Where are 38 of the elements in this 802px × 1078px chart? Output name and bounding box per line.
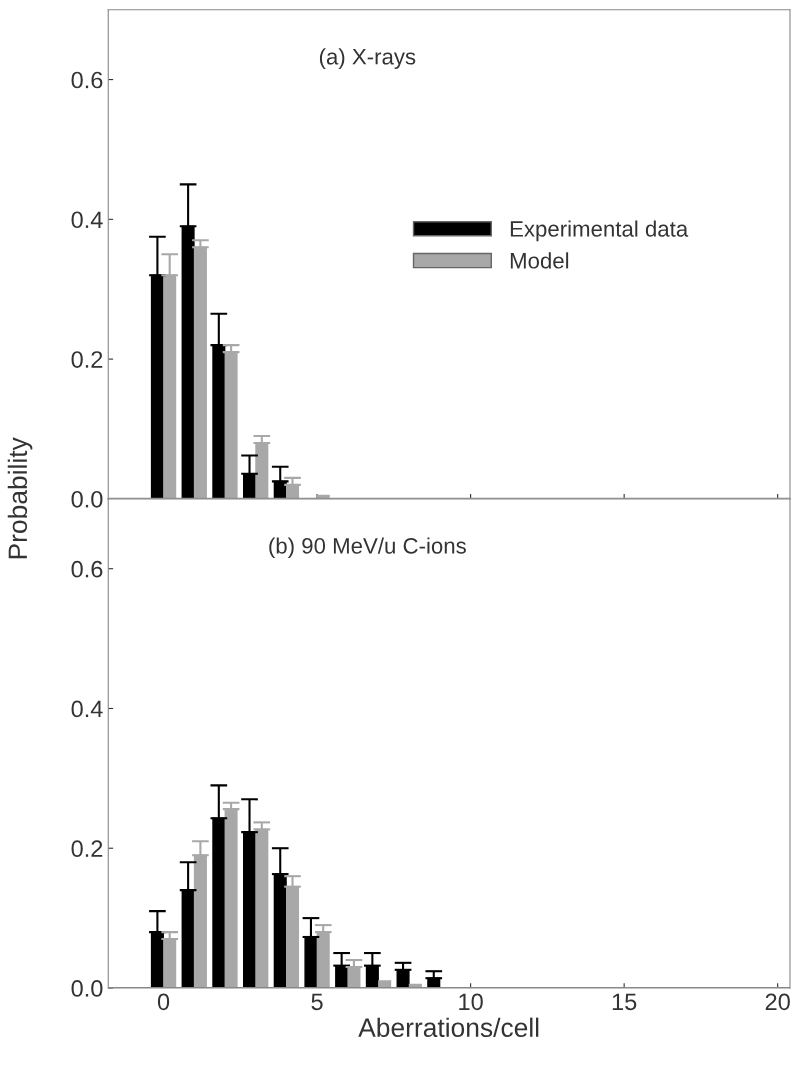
x-tick-label: 20 — [765, 993, 790, 1011]
y-tick-label: 0.6 — [71, 560, 103, 578]
bar — [242, 831, 257, 988]
bar — [255, 828, 269, 988]
bar — [224, 351, 238, 499]
bar — [255, 442, 269, 499]
bar — [304, 936, 318, 988]
text: (a) X-rays — [319, 48, 416, 69]
bar — [316, 931, 330, 988]
y-tick-label: 0.4 — [71, 211, 103, 229]
text: (b) 90 MeV/u C-ions — [269, 537, 466, 559]
y-tick-label: 0.0 — [71, 490, 103, 508]
bar — [273, 873, 287, 988]
legend-label: Experimental data — [510, 220, 689, 242]
bar — [181, 225, 195, 499]
bar — [285, 885, 300, 988]
bar — [212, 344, 226, 499]
bar — [193, 246, 207, 499]
x-tick-label: 5 — [311, 993, 323, 1011]
bar — [163, 938, 177, 988]
bar — [193, 854, 207, 988]
x-tick-label: 10 — [459, 993, 483, 1011]
y-tick-label: 0.2 — [71, 351, 103, 368]
y-tick-label: 0.4 — [71, 700, 103, 718]
bar — [150, 274, 164, 499]
legend-label: Model — [510, 252, 569, 269]
x-tick-label: 15 — [612, 993, 637, 1011]
bar — [181, 889, 195, 988]
y-tick-label: 0.0 — [71, 980, 103, 997]
bar — [224, 808, 238, 988]
y-axis-title: Probability — [7, 437, 33, 559]
y-tick-label: 0.6 — [71, 71, 103, 89]
x-axis-title: Aberrations/cell — [358, 1017, 539, 1038]
x-tick-label: 0 — [157, 993, 170, 1011]
bar — [378, 980, 392, 988]
y-tick-label: 0.2 — [71, 840, 103, 858]
bar — [163, 274, 177, 499]
bar — [212, 817, 226, 988]
